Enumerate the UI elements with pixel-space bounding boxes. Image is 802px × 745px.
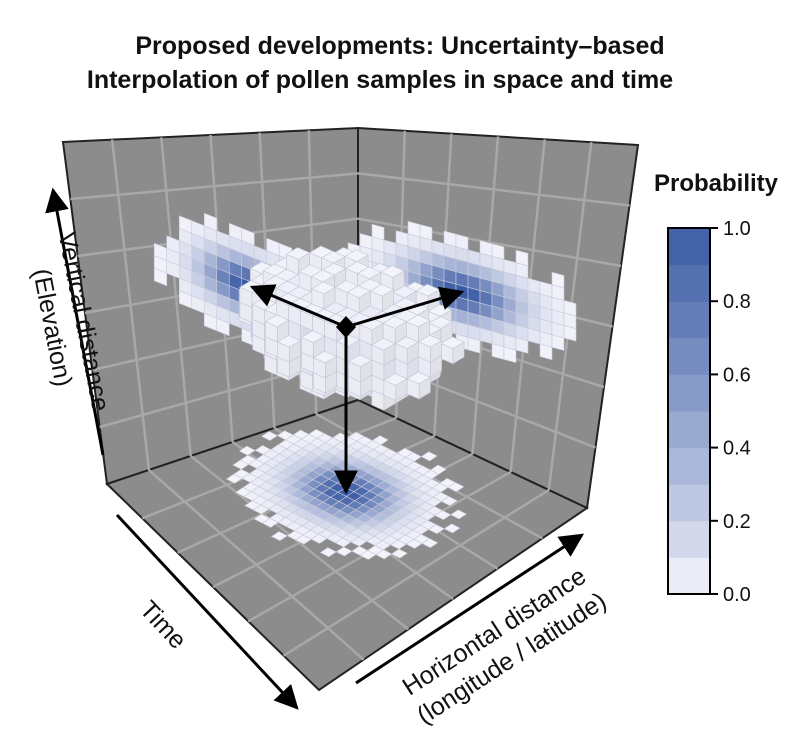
- right-wall-cell: [515, 337, 529, 354]
- colorbar-band: [668, 374, 710, 412]
- chart-title-line-2: Interpolation of pollen samples in space…: [87, 66, 673, 94]
- volume-cube-face: [359, 324, 373, 346]
- colorbar-tick-label: 0.8: [723, 291, 751, 313]
- volume-cube-face: [313, 357, 326, 379]
- colorbar-bands: [668, 228, 710, 595]
- volume-cube-face: [286, 253, 299, 275]
- volume-cube-face: [324, 320, 337, 342]
- chart-title-line-1: Proposed developments: Uncertainty–based: [135, 32, 664, 60]
- volume-cube-face: [348, 361, 361, 383]
- right-wall-cell: [467, 336, 481, 354]
- floor-cell: [421, 538, 439, 548]
- volume-cube-face: [370, 290, 383, 312]
- volume-cube-face: [301, 337, 314, 359]
- colorbar-band: [668, 264, 710, 302]
- volume-cube-face: [382, 322, 396, 344]
- volume-cube-face: [346, 292, 360, 314]
- floor-cell: [420, 451, 438, 462]
- floor-cell: [261, 517, 279, 528]
- colorbar-band: [668, 447, 710, 485]
- time-axis-label: Time: [134, 595, 192, 654]
- volume-cube-face: [371, 344, 385, 366]
- horizontal-axis-arrow: [355, 533, 585, 685]
- floor-cell: [434, 510, 452, 520]
- right-wall-cell: [503, 346, 517, 364]
- floor-cell: [319, 547, 337, 558]
- colorbar-tick-label: 0.6: [723, 364, 751, 386]
- volume-cube-face: [383, 379, 397, 401]
- colorbar-tick-label: 1.0: [723, 218, 751, 240]
- floor-cell: [359, 550, 377, 560]
- colorbar-band: [668, 337, 710, 375]
- volume-cube-face: [265, 321, 278, 343]
- floor-cell: [440, 496, 458, 506]
- time-axis-label-text: Time: [134, 595, 192, 654]
- floor-cell: [335, 546, 353, 557]
- floor-cell: [443, 523, 461, 534]
- volume-probability-cells: [238, 245, 465, 411]
- vertical-axis-arrow: [45, 187, 105, 456]
- time-axis-arrow: [115, 513, 299, 710]
- projection-line-right: [345, 286, 465, 329]
- colorbar-tick-label: 0.0: [723, 584, 751, 606]
- left-wall-cell: [153, 267, 168, 287]
- floor-cell: [294, 534, 312, 545]
- projection-lines: [249, 284, 465, 495]
- colorbar-tick-label: 0.2: [723, 511, 751, 533]
- volume-cube-face: [406, 378, 420, 400]
- axis-arrows: [45, 187, 585, 710]
- projection-line-left: [249, 284, 347, 329]
- colorbar-band: [668, 411, 710, 449]
- floor-cell: [447, 482, 465, 492]
- floor-cell: [225, 473, 243, 484]
- floor-probability-cells: [225, 429, 468, 560]
- right-wall-cell: [539, 343, 553, 361]
- sample-point-diamond: [336, 316, 356, 338]
- floor-cell: [405, 538, 423, 549]
- right-wall-cell: [551, 334, 565, 351]
- colorbar-ticks: 0.0 0.2 0.4 0.6 0.8 1.0: [710, 218, 751, 606]
- colorbar-tick-label: 0.4: [723, 438, 751, 460]
- floor-cell: [450, 509, 468, 520]
- colorbar-band: [668, 484, 710, 522]
- colorbar: Probability 0.0 0.2 0.4 0.6 0.8 1.0: [654, 170, 779, 606]
- volume-cube-face: [311, 288, 325, 310]
- colorbar-frame: [667, 227, 711, 595]
- floor-cell: [390, 548, 408, 559]
- colorbar-band: [668, 557, 710, 595]
- colorbar-band: [668, 228, 710, 266]
- volume-cube-face: [394, 343, 408, 365]
- chart-title: Proposed developments: Uncertainty–based…: [87, 32, 673, 94]
- floor-cell: [427, 524, 445, 534]
- colorbar-title: Probability: [654, 170, 779, 197]
- volume-cube-face: [418, 341, 431, 363]
- left-wall-cell: [216, 317, 230, 337]
- floor-cell: [270, 531, 288, 541]
- grid-line: [283, 488, 550, 657]
- right-wall-cell: [563, 325, 577, 342]
- colorbar-band: [668, 520, 710, 558]
- floor-cell: [375, 549, 393, 560]
- colorbar-band: [668, 301, 710, 339]
- volume-cube-face: [277, 341, 290, 363]
- floor-cell: [310, 534, 328, 544]
- floor-cell: [261, 431, 278, 441]
- volume-cube-face: [406, 321, 419, 343]
